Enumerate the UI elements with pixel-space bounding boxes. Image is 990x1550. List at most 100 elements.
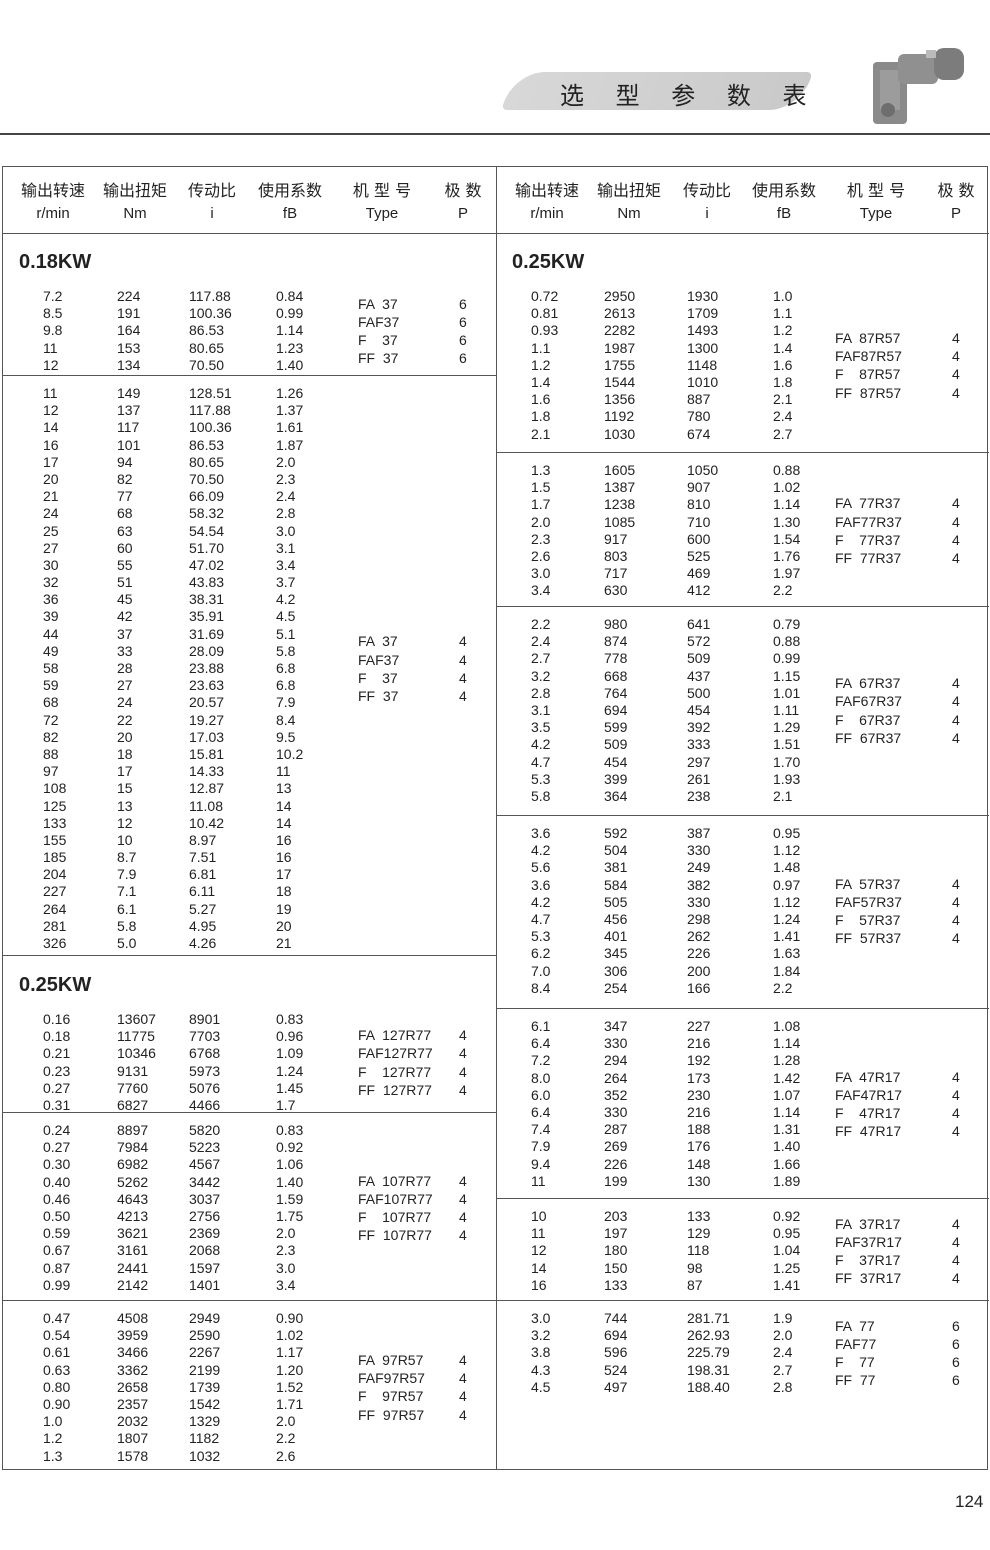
cell-service-factor: 1.14 (276, 322, 304, 339)
type-poles: 4 (952, 531, 960, 548)
table-row: 0.24 8897 5820 0.83 (3, 1122, 496, 1139)
cell-service-factor: 2.4 (276, 488, 296, 505)
table-row: 11 153 80.65 1.23 (3, 340, 496, 357)
type-poles: 4 (952, 1215, 960, 1232)
table-row: 7.9 269 176 1.40 (496, 1138, 989, 1155)
type-model: FF 77R37 (835, 549, 902, 566)
section-power-title: 0.25KW (512, 251, 585, 273)
type-model: FA 47R17 (835, 1068, 901, 1085)
type-model: FAF77 (835, 1335, 877, 1352)
cell-speed: 0.18 (43, 1028, 71, 1045)
type-row: FAF97R57 4 (3, 1369, 496, 1387)
cell-service-factor: 1.8 (773, 373, 793, 390)
cell-torque: 42 (117, 608, 133, 625)
cell-torque: 592 (604, 825, 628, 841)
type-row: F 37 4 (3, 669, 496, 687)
cell-service-factor: 1.6 (773, 356, 793, 373)
table-row: 1.6 1356 887 2.1 (496, 391, 989, 408)
cell-speed: 1.2 (531, 356, 551, 373)
cell-torque: 45 (117, 591, 133, 608)
cell-service-factor: 0.79 (773, 616, 801, 632)
type-row: FF 97R57 4 (3, 1406, 496, 1424)
cell-torque: 6827 (117, 1096, 149, 1113)
cell-speed: 88 (43, 745, 59, 762)
type-poles: 4 (459, 1227, 467, 1244)
type-model: FA 37 (358, 633, 398, 650)
cell-torque: 60 (117, 539, 133, 556)
type-model: F 87R57 (835, 366, 901, 383)
table-group: 6.1 347 227 1.08 6.4 330 216 1.14 7.2 294 192 1.28 8… (496, 1009, 989, 1199)
cell-speed: 0.67 (43, 1242, 71, 1259)
cell-torque: 2658 (117, 1378, 149, 1395)
cell-service-factor: 0.83 (276, 1011, 304, 1027)
cell-service-factor: 18 (276, 883, 292, 900)
cell-torque: 10346 (117, 1045, 156, 1062)
table-row: 3.0 744 281.71 1.9 (496, 1310, 989, 1327)
cell-torque: 134 (117, 356, 141, 373)
table-row: 0.27 7984 5223 0.92 (3, 1139, 496, 1156)
cell-service-factor: 2.0 (276, 453, 296, 470)
cell-speed: 0.46 (43, 1190, 71, 1207)
table-row: 0.46 4643 3037 1.59 (3, 1191, 496, 1208)
cell-ratio: 20.57 (189, 694, 225, 711)
cell-speed: 44 (43, 625, 59, 642)
cell-speed: 3.2 (531, 1327, 551, 1344)
cell-service-factor: 1.0 (773, 288, 793, 304)
cell-speed: 326 (43, 935, 67, 951)
type-model: FF 77 (835, 1372, 876, 1389)
cell-torque: 330 (604, 1103, 628, 1120)
cell-ratio: 412 (687, 582, 711, 599)
type-list: FA 87R57 4 FAF87R57 4 F 87R57 4 FF 87R57 4 (496, 329, 989, 402)
type-row: FF 67R37 4 (496, 729, 989, 747)
cell-service-factor: 1.12 (773, 893, 801, 910)
table-row: 11 197 129 0.95 (496, 1225, 989, 1242)
cell-speed: 6.4 (531, 1035, 551, 1052)
cell-speed: 0.99 (43, 1276, 71, 1293)
cell-torque: 24 (117, 694, 133, 711)
column-divider (496, 167, 497, 1469)
cell-service-factor: 0.97 (773, 876, 801, 893)
cell-service-factor: 1.40 (276, 356, 304, 373)
cell-ratio: 4567 (189, 1156, 221, 1173)
cell-torque: 63 (117, 522, 133, 539)
cell-torque: 347 (604, 1018, 628, 1034)
cell-speed: 1.6 (531, 391, 551, 408)
cell-service-factor: 0.99 (773, 650, 801, 667)
type-poles: 4 (459, 1208, 467, 1225)
type-model: FA 37R17 (835, 1215, 901, 1232)
cell-torque: 11775 (117, 1028, 155, 1045)
type-row: FAF77 6 (496, 1335, 989, 1353)
cell-speed: 2.6 (531, 547, 551, 564)
cell-speed: 7.9 (531, 1138, 551, 1155)
cell-ratio: 907 (687, 479, 711, 496)
cell-torque: 744 (604, 1310, 628, 1326)
cell-speed: 2.4 (531, 633, 551, 650)
cell-service-factor: 4.5 (276, 608, 296, 625)
cell-service-factor: 14 (276, 797, 292, 814)
type-poles: 6 (459, 313, 467, 330)
table-row: 24 68 58.32 2.8 (3, 505, 496, 522)
cell-ratio: 297 (687, 753, 711, 770)
table-group: 0.25KW 0.72 2950 1930 1.0 0.81 2613 1709 1.1 0.93… (496, 233, 989, 453)
table-row: 0.30 6982 4567 1.06 (3, 1156, 496, 1173)
cell-speed: 7.2 (531, 1052, 551, 1069)
cell-service-factor: 3.0 (276, 522, 296, 539)
cell-service-factor: 0.92 (276, 1139, 304, 1156)
cell-torque: 2357 (117, 1395, 149, 1412)
type-poles: 4 (952, 549, 960, 566)
cell-ratio: 38.31 (189, 591, 225, 608)
table-row: 0.93 2282 1493 1.2 (496, 322, 989, 339)
cell-torque: 2950 (604, 288, 636, 304)
cell-torque: 197 (604, 1225, 628, 1242)
type-model: FAF77R37 (835, 513, 902, 530)
cell-service-factor: 6.8 (276, 660, 296, 676)
type-row: FAF37 4 (3, 651, 496, 669)
cell-speed: 3.4 (531, 582, 551, 599)
type-model: FAF57R37 (835, 893, 902, 910)
cell-torque: 668 (604, 667, 628, 684)
cell-service-factor: 1.15 (773, 667, 801, 684)
cell-service-factor: 1.23 (276, 339, 304, 356)
table-row: 0.47 4508 2949 0.90 (3, 1310, 496, 1327)
type-row: FA 37R17 4 (496, 1215, 989, 1233)
cell-torque: 5.8 (117, 917, 137, 934)
